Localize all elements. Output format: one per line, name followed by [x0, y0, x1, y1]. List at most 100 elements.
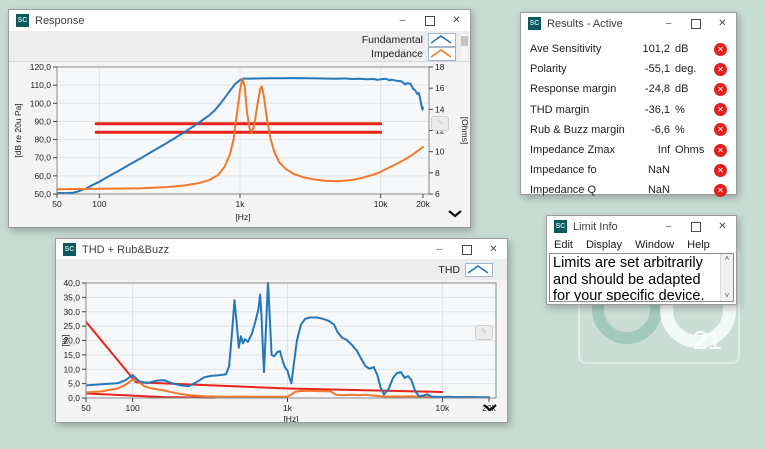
response-legend: Fundamental Impedance	[9, 31, 470, 62]
thd-plot-region: 40,0 35,0 30,0 25,0 20,0 15,0 10,0 5,0 0,0 50 100 1…	[56, 278, 507, 424]
fail-x-icon[interactable]: ✕	[714, 62, 727, 76]
svg-text:120,0: 120,0	[30, 62, 52, 72]
results-row: Ave Sensitivity 101,2 dB ✕	[521, 39, 736, 59]
results-window: SC Results - Active – ✕ Ave Sensitivity 1…	[520, 12, 737, 197]
svg-text:90,0: 90,0	[34, 116, 51, 126]
minimize-button[interactable]: –	[665, 18, 672, 29]
svg-text:10k: 10k	[374, 199, 388, 209]
thd-titlebar[interactable]: SC THD + Rub&Buzz – ✕	[56, 239, 507, 260]
limit-titlebar[interactable]: SC Limit Info – ✕	[547, 216, 736, 237]
maximize-button[interactable]	[682, 216, 709, 237]
response-plot-region: 120,0 110,0 100,0 90,0 80,0 70,0 60,0 50,0 18 16 1…	[9, 62, 470, 227]
legend-item[interactable]: THD	[56, 262, 507, 277]
response-titlebar[interactable]: SC Response – ✕	[9, 10, 470, 31]
svg-text:10,0: 10,0	[63, 364, 80, 374]
fail-x-icon[interactable]: ✕	[714, 82, 727, 96]
svg-text:110,0: 110,0	[30, 80, 51, 90]
fail-x-icon[interactable]: ✕	[714, 42, 727, 56]
svg-text:15,0: 15,0	[63, 350, 80, 360]
result-value: -24,8	[644, 83, 670, 96]
fail-x-icon[interactable]: ✕	[714, 163, 727, 177]
close-button[interactable]: ✕	[452, 15, 461, 26]
svg-text:[Ohms]: [Ohms]	[460, 117, 470, 144]
svg-text:[Hz]: [Hz]	[235, 212, 250, 222]
menu-item-help[interactable]: Help	[687, 238, 710, 251]
result-value: -6,6	[651, 123, 670, 136]
menu-item-window[interactable]: Window	[635, 238, 675, 251]
window-title: Response	[35, 14, 85, 27]
legend-item[interactable]: Fundamental	[9, 33, 470, 47]
legend-label: Fundamental	[361, 34, 423, 46]
svg-text:[dB re 20u Pa]: [dB re 20u Pa]	[13, 103, 23, 157]
fail-x-icon[interactable]: ✕	[714, 143, 727, 157]
svg-text:50: 50	[81, 403, 91, 413]
result-value: NaN	[647, 164, 670, 177]
menu-item-display[interactable]: Display	[585, 238, 623, 251]
svg-text:6: 6	[435, 189, 440, 199]
minimize-button[interactable]: –	[436, 244, 443, 255]
svg-text:1k: 1k	[236, 199, 246, 209]
scroll-down-icon[interactable]: ˅	[724, 291, 730, 300]
results-row: Impedance Zmax Inf Ohms ✕	[521, 140, 736, 160]
result-unit: %	[675, 103, 685, 116]
soundcheck-app-icon: SC	[554, 220, 567, 233]
result-unit: %	[675, 123, 685, 136]
maximize-button[interactable]	[416, 10, 443, 31]
scroll-up-icon[interactable]: ˄	[724, 254, 730, 263]
svg-text:[%]: [%]	[60, 334, 70, 346]
close-button[interactable]: ✕	[489, 244, 498, 255]
result-label: THD margin	[530, 103, 590, 116]
result-unit: deg.	[675, 63, 697, 76]
menu-item-edit[interactable]: Edit	[554, 238, 573, 251]
svg-text:18: 18	[435, 62, 445, 72]
svg-text:8: 8	[435, 168, 440, 178]
svg-text:50,0: 50,0	[34, 189, 51, 199]
result-label: Impedance Q	[530, 184, 597, 197]
result-unit: Ohms	[675, 144, 705, 157]
result-label: Polarity	[530, 63, 567, 76]
thd-legend: THD	[56, 259, 507, 281]
legend-item[interactable]: Impedance	[9, 47, 470, 61]
limit-menubar: Edit Display Window Help	[547, 236, 736, 253]
svg-text:30,0: 30,0	[63, 307, 80, 317]
legend-label: THD	[438, 263, 460, 276]
close-button[interactable]: ✕	[718, 221, 727, 232]
results-row: Impedance fo NaN ✕	[521, 160, 736, 180]
fail-x-icon[interactable]: ✕	[714, 103, 727, 117]
maximize-button[interactable]	[682, 13, 709, 34]
thd-chart: 40,0 35,0 30,0 25,0 20,0 15,0 10,0 5,0 0,050 100 1…	[60, 278, 497, 424]
textarea-scrollbar[interactable]: ˄ ˅	[720, 254, 733, 301]
svg-text:70,0: 70,0	[34, 153, 51, 163]
svg-text:20,0: 20,0	[63, 336, 80, 346]
fail-x-icon[interactable]: ✕	[714, 123, 727, 137]
svg-text:10k: 10k	[436, 403, 450, 413]
window-title: THD + Rub&Buzz	[82, 243, 170, 256]
result-label: Rub & Buzz margin	[530, 123, 625, 136]
plot-cursor-icon[interactable]: ✎	[431, 116, 449, 131]
legend-line-sample-icon	[428, 47, 456, 61]
limit-text-line: and should be adapted	[553, 271, 701, 288]
expand-chevron-icon[interactable]	[483, 399, 497, 417]
maximize-button[interactable]	[453, 239, 480, 260]
results-titlebar[interactable]: SC Results - Active – ✕	[521, 13, 736, 34]
soundcheck-app-icon: SC	[528, 17, 541, 30]
svg-text:[Hz]: [Hz]	[283, 414, 298, 422]
fail-x-icon[interactable]: ✕	[714, 183, 727, 197]
minimize-button[interactable]: –	[665, 221, 672, 232]
minimize-button[interactable]: –	[399, 15, 406, 26]
svg-text:0,0: 0,0	[68, 393, 80, 403]
svg-text:25,0: 25,0	[63, 321, 80, 331]
svg-text:60,0: 60,0	[34, 171, 51, 181]
soundcheck-app-icon: SC	[63, 243, 76, 256]
svg-text:10: 10	[435, 147, 445, 157]
results-row: Impedance Q NaN ✕	[521, 180, 736, 200]
watermark-version-number: 21	[693, 325, 722, 355]
result-value: NaN	[647, 184, 670, 197]
expand-chevron-icon[interactable]	[448, 205, 462, 223]
legend-scrollbar[interactable]	[461, 34, 468, 59]
limit-text-line: for your specific device.	[553, 288, 705, 302]
plot-cursor-icon[interactable]: ✎	[475, 325, 493, 340]
limit-text-area[interactable]: Limits are set arbitrarily and should be …	[549, 253, 734, 302]
result-label: Response margin	[530, 83, 617, 96]
close-button[interactable]: ✕	[718, 18, 727, 29]
